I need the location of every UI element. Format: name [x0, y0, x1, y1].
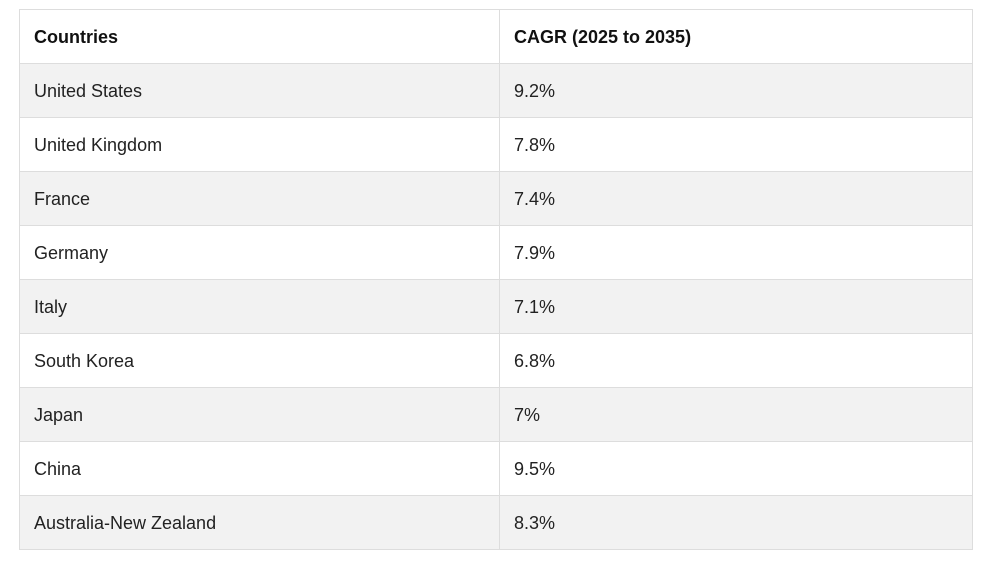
- country-cell: France: [19, 171, 500, 226]
- country-cell: Germany: [19, 225, 500, 280]
- cagr-cell: 7.9%: [499, 225, 973, 280]
- cagr-cell: 9.5%: [499, 441, 973, 496]
- cagr-cell: 7.4%: [499, 171, 973, 226]
- country-cell: United Kingdom: [19, 117, 500, 172]
- cagr-cell: 9.2%: [499, 63, 973, 118]
- table-row: Italy 7.1%: [19, 279, 973, 334]
- country-cell: Italy: [19, 279, 500, 334]
- cagr-cell: 7.8%: [499, 117, 973, 172]
- table-row: China 9.5%: [19, 441, 973, 496]
- table-row: France 7.4%: [19, 171, 973, 226]
- table-body: United States 9.2% United Kingdom 7.8% F…: [19, 63, 973, 550]
- header-cagr: CAGR (2025 to 2035): [499, 9, 973, 64]
- table-row: Germany 7.9%: [19, 225, 973, 280]
- table-header: Countries CAGR (2025 to 2035): [19, 9, 973, 64]
- country-cell: United States: [19, 63, 500, 118]
- table-row: United Kingdom 7.8%: [19, 117, 973, 172]
- cagr-table-container: Countries CAGR (2025 to 2035) United Sta…: [19, 9, 973, 550]
- country-cell: Australia-New Zealand: [19, 495, 500, 550]
- cagr-cell: 7.1%: [499, 279, 973, 334]
- cagr-cell: 7%: [499, 387, 973, 442]
- header-countries: Countries: [19, 9, 500, 64]
- table-row: Japan 7%: [19, 387, 973, 442]
- cagr-cell: 6.8%: [499, 333, 973, 388]
- table-row: Australia-New Zealand 8.3%: [19, 495, 973, 550]
- cagr-cell: 8.3%: [499, 495, 973, 550]
- country-cell: China: [19, 441, 500, 496]
- country-cell: Japan: [19, 387, 500, 442]
- header-row: Countries CAGR (2025 to 2035): [19, 9, 973, 64]
- cagr-table: Countries CAGR (2025 to 2035) United Sta…: [19, 9, 973, 550]
- country-cell: South Korea: [19, 333, 500, 388]
- table-row: United States 9.2%: [19, 63, 973, 118]
- table-row: South Korea 6.8%: [19, 333, 973, 388]
